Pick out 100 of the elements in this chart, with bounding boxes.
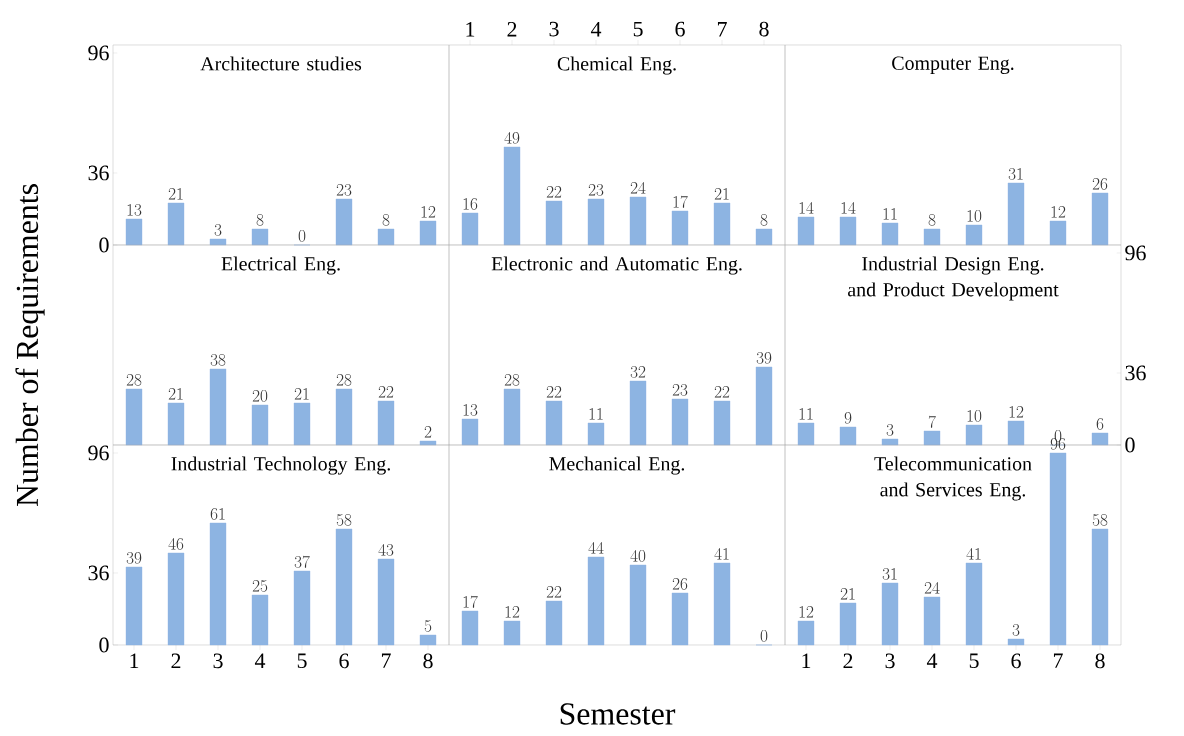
text: Computer Eng. <box>892 56 1014 74</box>
bar <box>293 570 311 646</box>
x-tick-label: 7 <box>381 653 391 668</box>
bar <box>965 224 983 246</box>
x-tick-label: 6 <box>1011 653 1021 669</box>
bar <box>125 388 143 446</box>
data-label: 11 <box>589 408 603 420</box>
data-label: 37 <box>294 555 310 568</box>
bar <box>251 228 269 246</box>
data-label: 31 <box>882 568 897 580</box>
bar <box>503 388 521 446</box>
bar <box>1049 220 1067 246</box>
x-tick-label: 2 <box>171 653 181 669</box>
bar <box>167 202 185 246</box>
bar <box>839 602 857 646</box>
data-label: 28 <box>504 374 520 386</box>
data-label: 21 <box>840 588 855 600</box>
data-label: 7 <box>928 415 936 428</box>
bar <box>1007 420 1025 446</box>
data-label: 24 <box>924 581 940 594</box>
bar <box>671 398 689 446</box>
data-label: 13 <box>127 204 142 216</box>
bar <box>755 366 773 446</box>
x-axis-title: Semester <box>560 703 676 725</box>
bar <box>251 404 269 446</box>
x-tick-label: 7 <box>1053 653 1063 668</box>
bar <box>335 198 353 246</box>
data-label: 39 <box>756 352 772 364</box>
data-label: 13 <box>463 404 478 416</box>
y-tick-label: 36 <box>88 165 109 181</box>
data-label: 12 <box>505 606 520 618</box>
data-label: 8 <box>760 214 768 226</box>
bar <box>1049 452 1067 646</box>
x-tick-label: 1 <box>130 653 139 668</box>
data-label: 26 <box>672 578 688 590</box>
x-tick-label: 4 <box>590 22 602 37</box>
bar <box>377 400 395 446</box>
data-label: 12 <box>1009 406 1024 418</box>
bar <box>335 388 353 446</box>
x-tick-label: 1 <box>466 21 475 37</box>
text: Industrial Design Eng. and Product Development <box>848 256 1059 301</box>
data-label: 8 <box>382 214 390 226</box>
data-label: 44 <box>588 541 604 554</box>
data-label: 46 <box>168 537 184 550</box>
bar <box>419 634 437 646</box>
x-tick-label: 3 <box>213 653 223 669</box>
data-label: 38 <box>210 354 226 366</box>
data-label: 22 <box>378 386 394 398</box>
y-tick-label: 36 <box>88 565 109 581</box>
y-tick-label: 36 <box>1125 365 1146 381</box>
text: Telecommunication and Services Eng. <box>874 456 1032 501</box>
bar <box>965 424 983 446</box>
bar <box>209 522 227 646</box>
data-label: 8 <box>256 214 264 226</box>
bar <box>461 212 479 246</box>
bar <box>671 210 689 246</box>
data-label: 58 <box>336 514 352 526</box>
data-label: 22 <box>714 386 730 398</box>
data-label: 58 <box>1092 514 1108 526</box>
bar <box>881 582 899 646</box>
bar <box>755 228 773 246</box>
bar <box>1007 638 1025 646</box>
data-label: 22 <box>546 386 562 398</box>
data-label: 22 <box>546 586 562 598</box>
data-label: 6 <box>1096 418 1104 430</box>
y-axis-title: Number of Requirements <box>15 184 45 507</box>
bar <box>503 146 521 246</box>
data-label: 3 <box>214 224 222 236</box>
data-label: 40 <box>630 549 646 562</box>
data-label: 12 <box>799 606 814 618</box>
bar <box>629 564 647 646</box>
data-label: 14 <box>841 201 856 214</box>
x-tick-label: 2 <box>507 21 517 37</box>
bar <box>377 558 395 646</box>
bar <box>1007 182 1025 246</box>
data-label: 23 <box>672 384 688 396</box>
data-label: 31 <box>1008 168 1023 180</box>
bar <box>125 218 143 246</box>
y-tick-label: 0 <box>1125 437 1135 453</box>
bar <box>251 594 269 646</box>
bar <box>167 402 185 446</box>
data-label: 0 <box>298 230 306 242</box>
data-label: 11 <box>883 208 897 220</box>
bar <box>713 202 731 246</box>
data-label: 5 <box>424 620 432 632</box>
x-tick-label: 7 <box>717 22 727 37</box>
bar <box>587 556 605 646</box>
chart-title: Architecture studies <box>200 56 362 71</box>
bar <box>881 438 899 446</box>
bar <box>797 422 815 446</box>
data-label: 12 <box>421 206 436 218</box>
data-label: 21 <box>714 188 729 200</box>
x-tick-label: 4 <box>254 653 266 668</box>
bar <box>1091 432 1109 446</box>
bar <box>923 596 941 646</box>
x-tick-label: 8 <box>1095 653 1105 669</box>
text: Electrical Eng. <box>221 256 340 275</box>
data-label: 12 <box>1051 206 1066 218</box>
bar <box>1091 192 1109 246</box>
data-label: 32 <box>630 366 646 378</box>
